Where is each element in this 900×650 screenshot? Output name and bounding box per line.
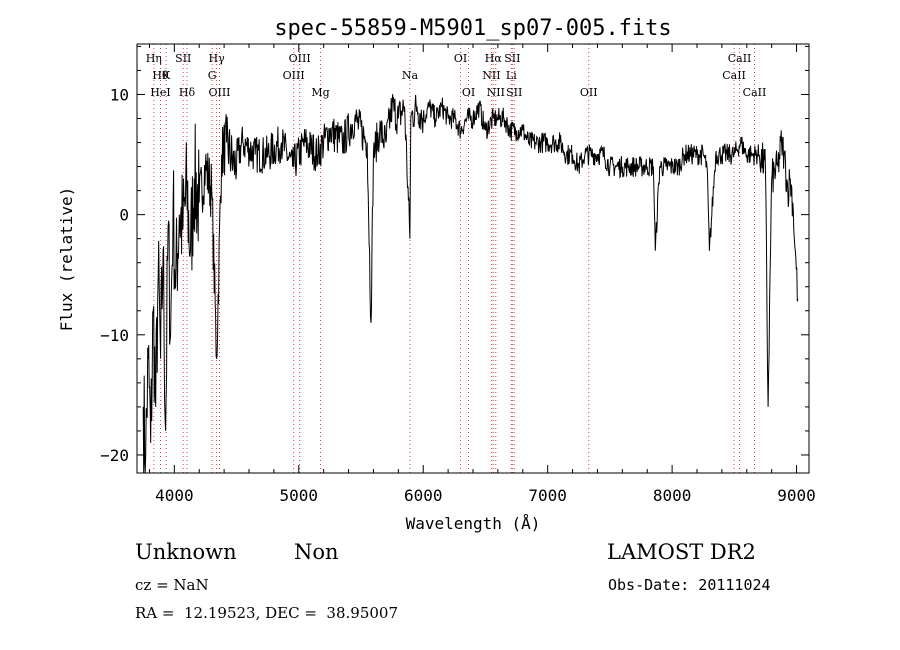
y-tick-label: −10 — [100, 326, 129, 345]
line-label: Hθ — [152, 69, 169, 82]
line-label: OI — [454, 52, 467, 65]
y-axis-label: Flux (relative) — [57, 187, 76, 332]
line-label: CaII — [722, 69, 746, 82]
y-tick-label: 10 — [110, 85, 129, 104]
y-tick-label: 0 — [119, 206, 129, 225]
y-axis: −20 −10 0 10 — [100, 45, 809, 465]
line-label: Na — [402, 69, 419, 82]
line-label: OIII — [289, 52, 311, 65]
line-label: SII — [175, 52, 191, 65]
line-label: Hα — [485, 52, 503, 65]
line-label: G — [208, 69, 217, 82]
x-tick-label: 7000 — [528, 486, 567, 505]
line-label: HeI — [150, 86, 170, 99]
line-label: NII — [482, 69, 500, 82]
x-tick-label: 9000 — [777, 486, 816, 505]
x-tick-label: 6000 — [404, 486, 443, 505]
line-labels: Hη HθK HeI SII Hδ G Hγ OIII OIII OIII Mg Na OI OI NII H… — [146, 52, 767, 99]
class-label: Unknown — [135, 540, 237, 564]
line-label: OIII — [283, 69, 305, 82]
subclass-label: Non — [294, 540, 339, 564]
line-label: OIII — [208, 86, 230, 99]
line-label: CaII — [743, 86, 767, 99]
spectrum-series — [142, 94, 799, 474]
line-label: OI — [462, 86, 475, 99]
x-axis: 4000 5000 6000 7000 8000 9000 — [148, 44, 816, 505]
line-label: Mg — [311, 86, 329, 99]
x-tick-label: 4000 — [155, 486, 194, 505]
line-label: OII — [580, 86, 598, 99]
cz-text: cz = NaN — [135, 576, 209, 594]
x-tick-label: 5000 — [280, 486, 319, 505]
line-label: Hδ — [179, 86, 196, 99]
radec-text: RA = 12.19523, DEC = 38.95007 — [135, 604, 399, 622]
plot-frame — [136, 43, 810, 474]
x-axis-label: Wavelength (Å) — [406, 514, 541, 533]
line-label: CaII — [728, 52, 752, 65]
line-label: NII — [487, 86, 505, 99]
line-label: K — [162, 69, 171, 82]
obs-date-text: Obs-Date: 20111024 — [608, 576, 771, 594]
line-label: Hη — [146, 52, 162, 65]
line-label: Li — [506, 69, 517, 82]
survey-label: LAMOST DR2 — [607, 540, 756, 564]
line-markers — [153, 44, 755, 473]
spectrum-line — [142, 94, 799, 474]
line-label: SII — [504, 52, 520, 65]
chart-title: spec-55859-M5901_sp07-005.fits — [274, 16, 671, 41]
y-tick-label: −20 — [100, 446, 129, 465]
line-label: Hγ — [209, 52, 226, 65]
line-label: SII — [506, 86, 522, 99]
x-tick-label: 8000 — [653, 486, 692, 505]
